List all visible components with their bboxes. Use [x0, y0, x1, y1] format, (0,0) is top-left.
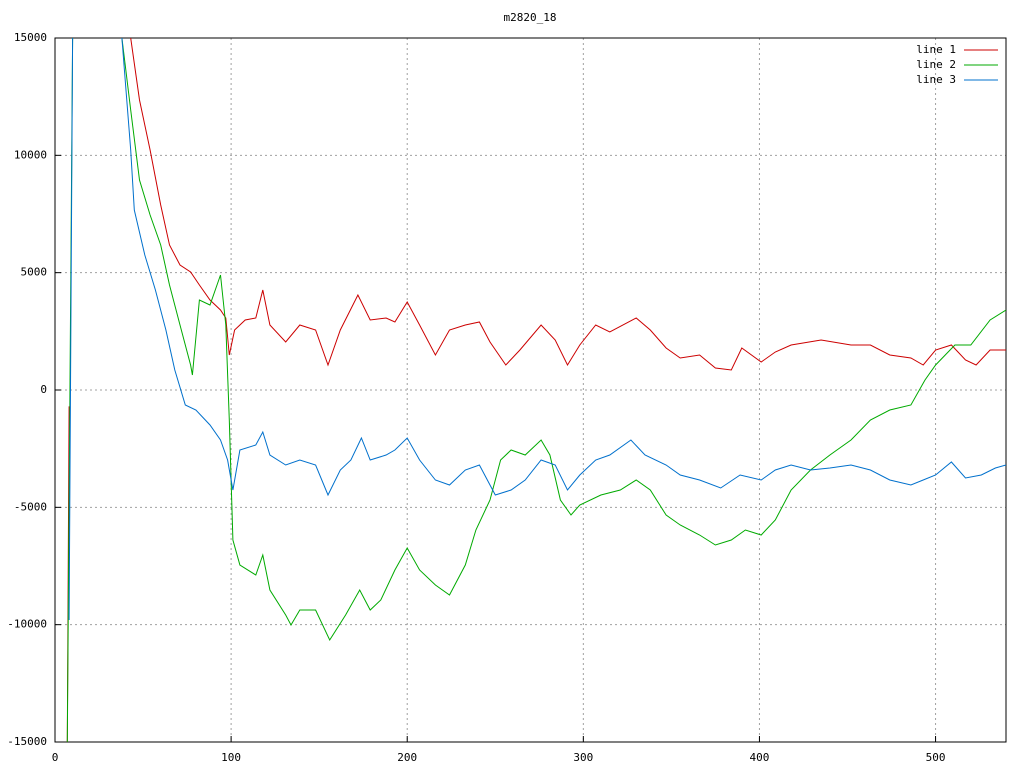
- x-tick-label: 500: [926, 751, 946, 764]
- legend-label: line 1: [916, 43, 956, 56]
- x-tick-label: 300: [573, 751, 593, 764]
- x-tick-label: 100: [221, 751, 241, 764]
- y-tick-label: 5000: [21, 266, 48, 279]
- y-tick-label: 10000: [14, 148, 47, 161]
- x-tick-label: 400: [750, 751, 770, 764]
- chart-title: m2820_18: [504, 11, 557, 24]
- x-tick-label: 200: [397, 751, 417, 764]
- y-tick-label: -5000: [14, 500, 47, 513]
- legend-label: line 3: [916, 73, 956, 86]
- data-line: [68, 38, 1006, 621]
- legend-label: line 2: [916, 58, 956, 71]
- y-tick-label: -10000: [7, 618, 47, 631]
- plot-area: [66, 38, 1006, 742]
- y-tick-label: -15000: [7, 735, 47, 748]
- y-tick-label: 0: [40, 383, 47, 396]
- y-tick-label: 15000: [14, 31, 47, 44]
- x-tick-label: 0: [52, 751, 59, 764]
- plot-border: [54, 37, 1007, 743]
